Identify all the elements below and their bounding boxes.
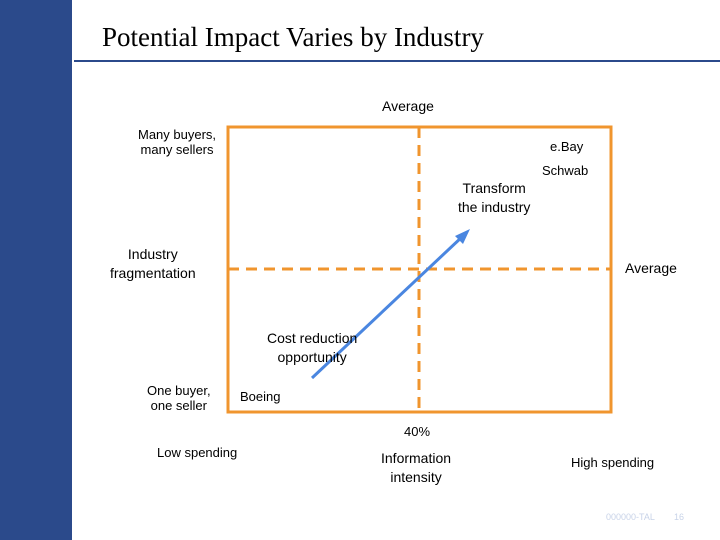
page-title: Potential Impact Varies by Industry (102, 22, 484, 52)
forty-percent-label: 40% (404, 424, 431, 439)
ebay-label: e.Bay (550, 139, 584, 154)
industry-fragmentation-label: Industry fragmentation (110, 246, 196, 281)
many-buyers-label: Many buyers, many sellers (138, 127, 217, 157)
right-average-label: Average (625, 260, 677, 276)
information-intensity-label: Information intensity (381, 450, 452, 485)
schwab-label: Schwab (542, 163, 589, 178)
low-spending-label: Low spending (157, 445, 238, 460)
left-sidebar-band (0, 0, 72, 540)
title-underline-gap (72, 58, 74, 64)
page-number: 16 (674, 512, 685, 522)
cost-reduction-label: Cost reduction opportunity (267, 330, 358, 365)
shift-arrowhead (455, 229, 470, 244)
boeing-label: Boeing (240, 389, 281, 404)
high-spending-label: High spending (571, 455, 655, 470)
one-buyer-label: One buyer, one seller (147, 383, 211, 413)
footer-code: 000000-TAL (606, 512, 655, 522)
title-underline (24, 60, 720, 62)
shift-arrow-line (310, 234, 465, 380)
transform-industry-label: Transform the industry (458, 180, 531, 215)
top-average-label: Average (382, 98, 434, 114)
